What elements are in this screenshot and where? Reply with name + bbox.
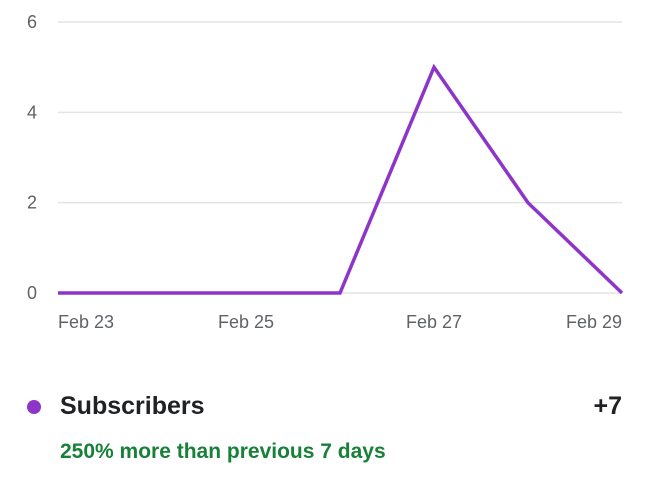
gridlines <box>58 21 622 294</box>
x-tick-label: Feb 27 <box>406 312 462 332</box>
x-tick-label: Feb 25 <box>218 312 274 332</box>
y-axis-tick-labels: 0 2 4 6 <box>27 12 37 303</box>
y-tick-label: 6 <box>27 12 37 32</box>
legend-dot-icon <box>27 400 41 414</box>
y-tick-label: 0 <box>27 283 37 303</box>
x-axis-tick-labels: Feb 23 Feb 25 Feb 27 Feb 29 <box>58 312 622 332</box>
subscribers-line-chart: 0 2 4 6 Feb 23 Feb 25 Feb 27 Feb 29 <box>27 12 624 332</box>
legend-row[interactable]: Subscribers +7 <box>24 388 622 428</box>
legend-label: Subscribers <box>60 392 205 420</box>
y-tick-label: 2 <box>27 193 37 213</box>
x-tick-label: Feb 23 <box>58 312 114 332</box>
comparison-text: 250% more than previous 7 days <box>60 440 386 463</box>
series-layer <box>58 63 624 295</box>
y-tick-label: 4 <box>27 102 37 122</box>
x-tick-label: Feb 29 <box>566 312 622 332</box>
subscriber-change-value: +7 <box>593 392 622 420</box>
series-line-subscribers <box>58 63 624 295</box>
